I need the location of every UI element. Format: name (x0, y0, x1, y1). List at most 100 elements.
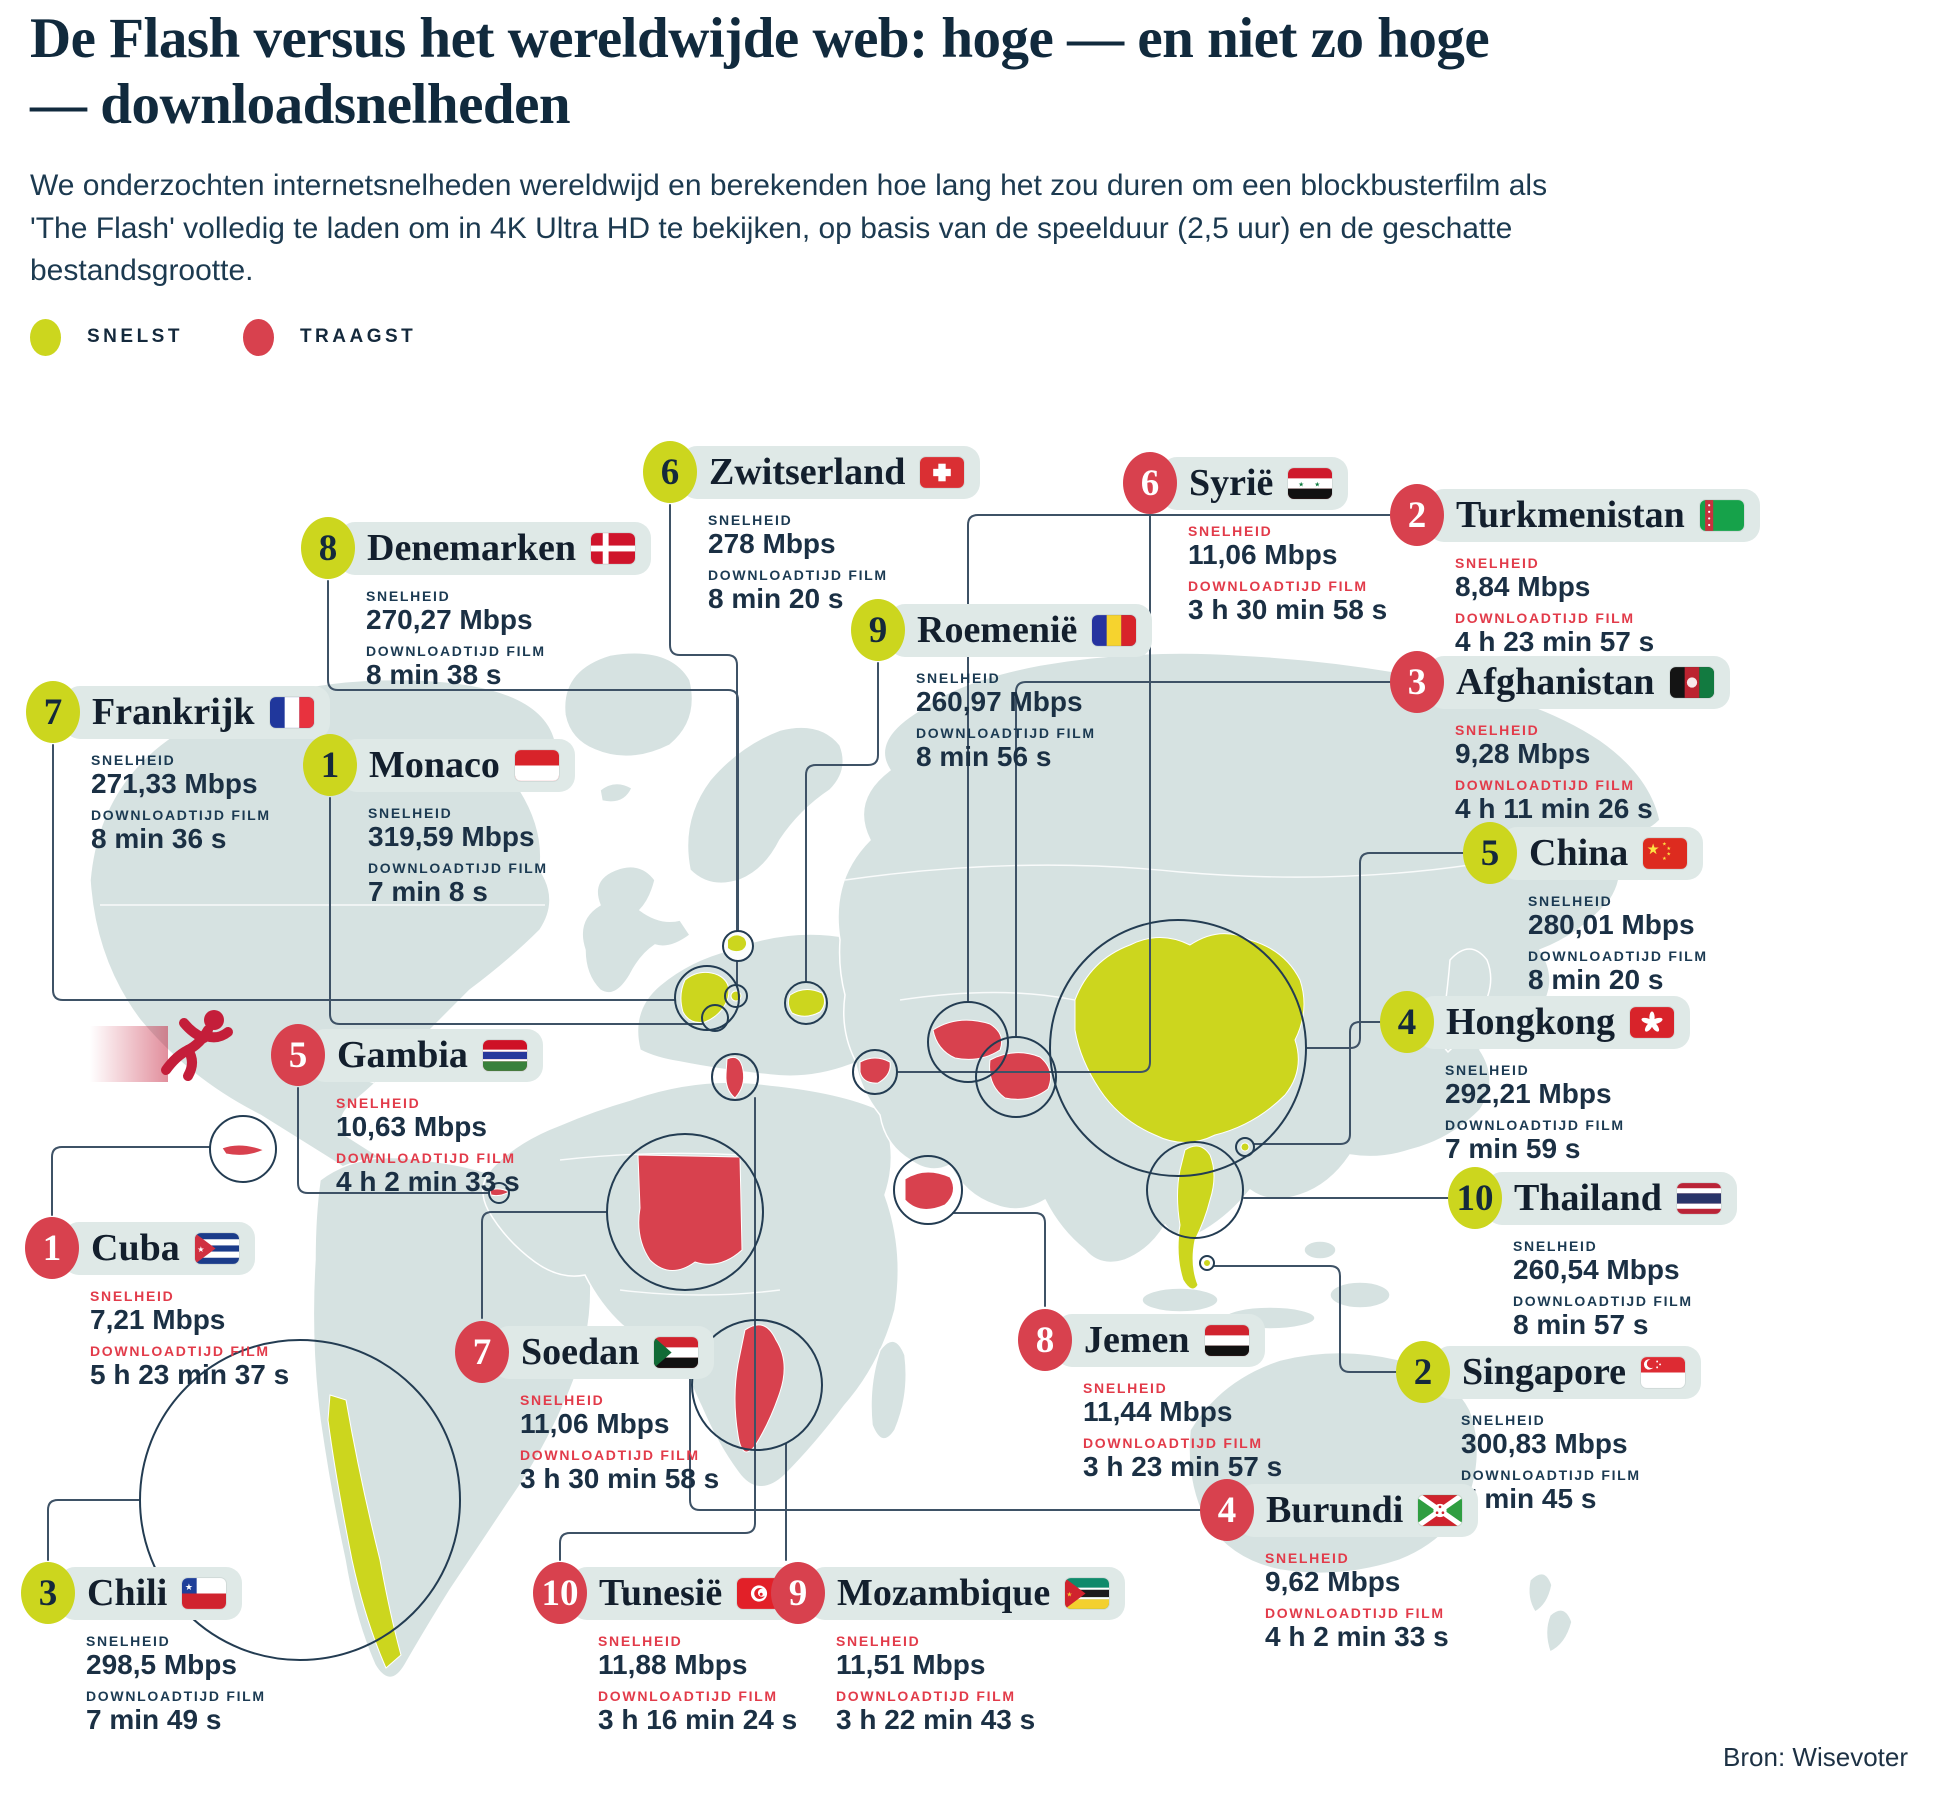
rank-badge: 2 (1390, 484, 1444, 546)
jemen-flag-icon (1204, 1324, 1249, 1356)
rank-badge: 1 (25, 1217, 79, 1279)
rank-badge: 10 (533, 1562, 587, 1624)
denemarken-flag-icon (590, 532, 635, 564)
downloadtime-label: DOWNLOADTIJD FILM (836, 1688, 1016, 1705)
downloadtime-value: 4 h 11 min 26 s (1455, 793, 1653, 825)
soedan-flag-icon (654, 1336, 699, 1368)
country-name: Thailand (1514, 1177, 1662, 1219)
chile-magnifier (139, 1339, 461, 1661)
cuba-flag-icon: ★ (194, 1232, 239, 1264)
speed-label: SNELHEID (1188, 523, 1273, 539)
speed-value: 260,54 Mbps (1513, 1254, 1680, 1285)
syria-magnifier (852, 1049, 898, 1095)
country-name: Frankrijk (92, 691, 255, 733)
france-magnifier (674, 965, 740, 1031)
downloadtime-label: DOWNLOADTIJD FILM (368, 860, 548, 877)
svg-text:★: ★ (1315, 480, 1321, 488)
mozambique-magnifier (691, 1319, 823, 1451)
france-shape (680, 971, 730, 1023)
speed-value: 292,21 Mbps (1445, 1078, 1612, 1109)
slow-dot-icon (242, 318, 274, 356)
speed-value: 11,51 Mbps (836, 1649, 986, 1680)
downloadtime-value: 5 h 23 min 37 s (90, 1359, 290, 1391)
country-name: Tunesië (599, 1572, 723, 1614)
country-name: Burundi (1266, 1489, 1404, 1531)
hongkong-magnifier (1235, 1137, 1255, 1157)
speed-value: 11,44 Mbps (1083, 1396, 1233, 1427)
sudan-magnifier (606, 1133, 764, 1291)
syrie-flag-icon: ★ ★ (1288, 467, 1333, 499)
china-magnifier (1049, 919, 1307, 1177)
country-name: Afghanistan (1456, 661, 1655, 703)
country-pill: Zwitserland (681, 445, 981, 499)
thailand-magnifier (1146, 1141, 1244, 1239)
legend: SNELST TRAAGST (30, 318, 1585, 356)
country-pill: Hongkong (1418, 995, 1690, 1049)
callout-singapore: 2 Singapore SNELHEID 300,83 Mbps DOWNLOA… (1396, 1341, 1702, 1515)
country-name: Singapore (1462, 1351, 1627, 1393)
sudan-shape (637, 1154, 743, 1271)
speed-label: SNELHEID (1083, 1380, 1168, 1396)
thailand-shape (1177, 1145, 1215, 1290)
speed-label: SNELHEID (916, 670, 1001, 686)
downloadtime-label: DOWNLOADTIJD FILM (1265, 1605, 1445, 1622)
rank-badge: 4 (1200, 1479, 1254, 1541)
callout-gambia: 5 Gambia SNELHEID 10,63 Mbps DOWNLOADTIJ… (271, 1024, 543, 1198)
country-name: Jemen (1084, 1319, 1190, 1361)
monaco-magnifier (701, 1004, 729, 1032)
downloadtime-label: DOWNLOADTIJD FILM (91, 807, 271, 824)
downloadtime-label: DOWNLOADTIJD FILM (916, 725, 1096, 742)
svg-text:★: ★ (185, 1581, 193, 1591)
speed-label: SNELHEID (708, 512, 793, 528)
rank-badge: 7 (455, 1321, 509, 1383)
speed-label: SNELHEID (91, 752, 176, 768)
downloadtime-label: DOWNLOADTIJD FILM (1528, 948, 1708, 965)
singapore-shape (1203, 1259, 1211, 1267)
afghanistan-flag-icon (1669, 666, 1714, 698)
country-borders (100, 864, 1471, 1296)
downloadtime-value: 3 h 23 min 57 s (1083, 1451, 1283, 1483)
rank-badge: 7 (26, 681, 80, 743)
speed-label: SNELHEID (336, 1095, 421, 1111)
downloadtime-label: DOWNLOADTIJD FILM (1445, 1117, 1625, 1134)
rank-badge: 9 (851, 599, 905, 661)
country-name: Hongkong (1446, 1001, 1615, 1043)
speed-value: 278 Mbps (708, 528, 836, 559)
downloadtime-label: DOWNLOADTIJD FILM (598, 1688, 778, 1705)
turkmenistan-flag-icon (1699, 499, 1744, 531)
romania-magnifier (784, 981, 828, 1025)
speed-value: 10,63 Mbps (336, 1111, 487, 1142)
callout-denemarken: 8 Denemarken SNELHEID 270,27 Mbps DOWNLO… (301, 517, 651, 691)
country-name: Mozambique (837, 1572, 1051, 1614)
mozambique-shape (734, 1324, 785, 1453)
country-name: Cuba (91, 1227, 180, 1269)
page-title: De Flash versus het wereldwijde web: hog… (30, 7, 1490, 136)
svg-text:★: ★ (1662, 856, 1667, 862)
country-pill: Afghanistan (1428, 655, 1730, 709)
downloadtime-label: DOWNLOADTIJD FILM (1083, 1435, 1263, 1452)
downloadtime-label: DOWNLOADTIJD FILM (1455, 777, 1635, 794)
downloadtime-value: 3 h 22 min 43 s (836, 1704, 1036, 1736)
thailand-flag-icon (1676, 1182, 1721, 1214)
callout-afghanistan: 3 Afghanistan SNELHEID 9,28 Mbps DOWNLOA… (1390, 651, 1730, 825)
callout-burundi: 4 Burundi SNELHEID 9,62 Mbps DOWNLOADTIJ… (1200, 1479, 1479, 1653)
romania-shape (787, 989, 826, 1017)
afghanistan-magnifier (975, 1036, 1057, 1118)
country-pill: Syrië ★ ★ (1161, 456, 1349, 510)
speed-value: 260,97 Mbps (916, 686, 1083, 717)
country-name: Syrië (1189, 462, 1274, 504)
callout-cuba: 1 Cuba ★ SNELHEID 7,21 Mbps DOWNLOADTIJD… (25, 1217, 289, 1391)
callout-frankrijk: 7 Frankrijk SNELHEID 271,33 Mbps DOWNLOA… (26, 681, 330, 855)
downloadtime-label: DOWNLOADTIJD FILM (336, 1150, 516, 1167)
country-highlights (221, 933, 1305, 1669)
callout-jemen: 8 Jemen SNELHEID 11,44 Mbps DOWNLOADTIJD… (1018, 1309, 1282, 1483)
country-pill: China ★ ★ ★ ★ ★ (1501, 826, 1704, 880)
callout-thailand: 10 Thailand SNELHEID 260,54 Mbps DOWNLOA… (1448, 1167, 1737, 1341)
roemenie-flag-icon (1092, 614, 1137, 646)
hongkong-shape (1240, 1142, 1250, 1152)
callout-soedan: 7 Soedan SNELHEID 11,06 Mbps DOWNLOADTIJ… (455, 1321, 719, 1495)
speed-label: SNELHEID (598, 1633, 683, 1649)
switzerland-magnifier (724, 984, 748, 1008)
speed-label: SNELHEID (520, 1392, 605, 1408)
country-pill: Frankrijk (64, 685, 330, 739)
